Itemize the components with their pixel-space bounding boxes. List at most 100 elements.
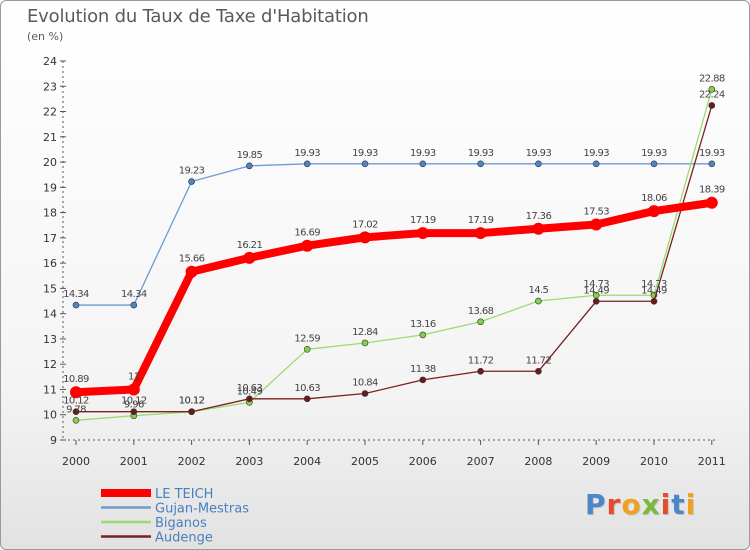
y-tick-label: 17 xyxy=(43,232,57,245)
data-point xyxy=(185,265,198,278)
data-label: 10.12 xyxy=(63,396,89,407)
data-label: 19.93 xyxy=(294,148,320,159)
chart-title: Evolution du Taux de Taxe d'Habitation xyxy=(27,6,369,27)
data-point xyxy=(72,301,80,309)
data-label: 13.16 xyxy=(410,319,436,330)
data-label: 18.06 xyxy=(641,193,667,204)
data-point xyxy=(361,390,369,397)
data-label: 12.84 xyxy=(352,327,378,338)
y-tick-label: 14 xyxy=(43,308,57,321)
y-tick-label: 9 xyxy=(50,434,57,447)
y-tick-label: 13 xyxy=(43,333,57,346)
data-label: 10.49 xyxy=(237,386,263,397)
data-point xyxy=(590,218,603,231)
data-point xyxy=(246,162,253,170)
unit-label: (en %) xyxy=(27,30,64,43)
data-point xyxy=(127,383,140,396)
data-label: 19.93 xyxy=(641,148,667,159)
data-label: 13.68 xyxy=(468,306,494,317)
x-tick-label: 2009 xyxy=(582,455,610,468)
data-point xyxy=(303,395,311,403)
data-point xyxy=(535,367,542,375)
x-tick-label: 2001 xyxy=(120,455,148,468)
logo-letter: P xyxy=(585,488,607,521)
data-point xyxy=(246,395,253,403)
data-point xyxy=(359,231,371,244)
y-tick-label: 19 xyxy=(43,181,57,194)
y-tick-label: 22 xyxy=(43,106,57,119)
data-point xyxy=(188,408,195,416)
data-point xyxy=(301,239,314,252)
series-lines xyxy=(70,85,718,424)
data-point xyxy=(648,205,660,218)
y-tick-label: 16 xyxy=(43,257,57,270)
proxiti-logo: Proxiti xyxy=(585,488,696,521)
y-tick-label: 15 xyxy=(43,282,57,295)
data-point xyxy=(303,345,311,353)
data-point xyxy=(303,160,311,168)
series-line-le-teich xyxy=(72,198,716,397)
data-label: 19.93 xyxy=(410,148,436,159)
data-point xyxy=(243,251,256,264)
series-line-gujan-mestras xyxy=(75,163,713,306)
data-label: 19.85 xyxy=(237,150,263,161)
y-tick-label: 20 xyxy=(43,156,57,169)
axes: 9 10 11 12 13 14 15 16 17 18 19 20 21 22 23 24 2000 2001 2… xyxy=(43,55,726,468)
data-point xyxy=(705,196,718,209)
data-label: 11 xyxy=(128,371,140,382)
data-point xyxy=(130,408,138,416)
data-label: 9.96 xyxy=(124,400,144,411)
data-label: 18.39 xyxy=(699,185,725,196)
y-tick-label: 12 xyxy=(43,358,57,371)
logo-letter: x xyxy=(641,488,661,521)
data-label: 22.24 xyxy=(699,89,725,100)
data-point xyxy=(416,227,429,240)
data-label: 16.21 xyxy=(237,240,263,251)
x-tick-label: 2000 xyxy=(62,455,90,468)
y-tick-label: 23 xyxy=(43,80,57,93)
data-label: 11.72 xyxy=(526,355,552,366)
data-labels: 10.89 11 15.66 16.21 16.69 17.02 17.19 17.19 17.… xyxy=(63,73,725,415)
data-point xyxy=(535,297,542,305)
data-label: 10.12 xyxy=(179,396,205,407)
data-point xyxy=(592,160,600,168)
data-point xyxy=(72,408,80,416)
data-point xyxy=(592,297,600,305)
data-point xyxy=(188,178,195,185)
data-label: 19.23 xyxy=(179,166,205,177)
data-label: 19.93 xyxy=(699,148,725,159)
data-point xyxy=(532,222,545,235)
data-point xyxy=(477,367,484,375)
legend-label: Audenge xyxy=(155,531,213,546)
data-label: 14.49 xyxy=(583,285,609,296)
y-tick-label: 21 xyxy=(43,131,57,144)
data-label: 19.93 xyxy=(468,148,494,159)
data-label: 17.53 xyxy=(583,206,609,217)
data-label: 19.93 xyxy=(526,148,552,159)
data-label: 14.5 xyxy=(528,285,548,296)
x-tick-label: 2006 xyxy=(409,455,437,468)
data-label: 11.72 xyxy=(468,355,494,366)
x-tick-label: 2004 xyxy=(293,455,321,468)
series-line-biganos xyxy=(75,88,713,421)
data-label: 10.84 xyxy=(352,378,378,389)
data-point xyxy=(708,85,716,93)
y-tick-label: 18 xyxy=(43,207,57,220)
data-label: 19.93 xyxy=(352,148,378,159)
data-label: 17.02 xyxy=(352,219,378,230)
data-label: 22.88 xyxy=(699,73,725,84)
y-tick-label: 10 xyxy=(43,409,57,422)
data-label: 14.34 xyxy=(63,289,89,300)
x-tick-label: 2007 xyxy=(467,455,495,468)
data-point xyxy=(419,160,427,168)
data-label: 12.59 xyxy=(294,333,320,344)
data-label: 14.34 xyxy=(121,289,147,300)
logo-letter: t xyxy=(671,488,686,521)
data-point xyxy=(535,160,542,168)
logo-letter: i xyxy=(685,488,697,521)
data-label: 9.78 xyxy=(66,404,86,415)
data-label: 11.38 xyxy=(410,364,436,375)
data-label: 10.63 xyxy=(294,383,320,394)
